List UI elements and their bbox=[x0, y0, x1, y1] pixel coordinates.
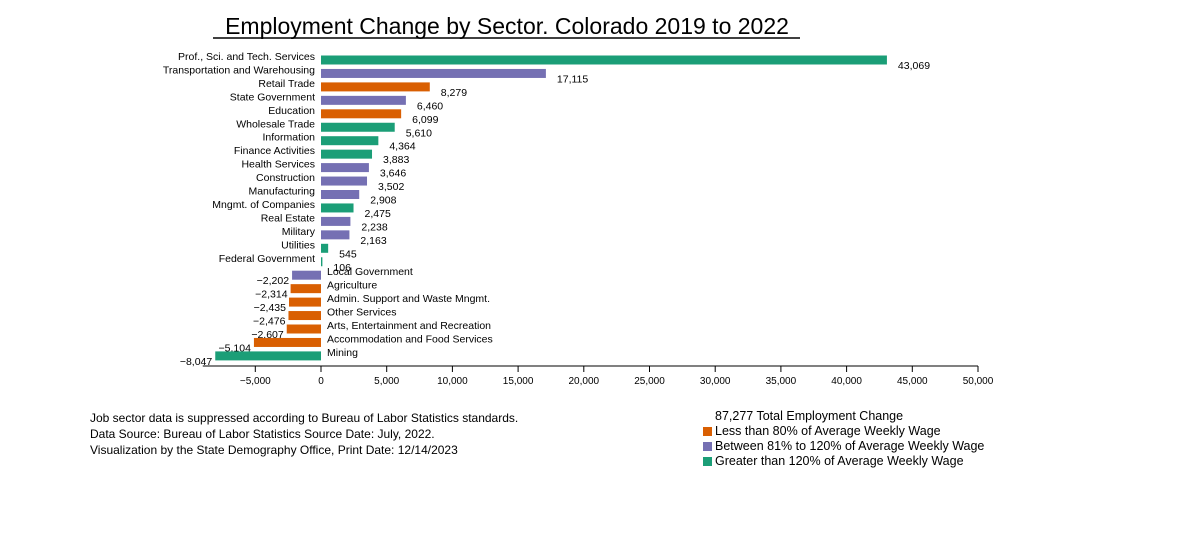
legend-label-mid: Between 81% to 120% of Average Weekly Wa… bbox=[715, 439, 985, 453]
category-label-real-estate: Real Estate bbox=[261, 212, 315, 224]
bar-other-services bbox=[288, 311, 321, 321]
value-label-manufacturing: 2,908 bbox=[370, 195, 396, 207]
legend-item-mid-wage: Between 81% to 120% of Average Weekly Wa… bbox=[703, 439, 984, 454]
legend-label-low: Less than 80% of Average Weekly Wage bbox=[715, 424, 941, 438]
value-label-transportation-and-warehousing: 17,115 bbox=[557, 73, 588, 85]
value-label-prof-sci-and-tech-services: 43,069 bbox=[898, 60, 930, 72]
category-label-prof-sci-and-tech-services: Prof., Sci. and Tech. Services bbox=[178, 51, 315, 63]
category-label-retail-trade: Retail Trade bbox=[258, 78, 315, 90]
bar-federal-government bbox=[321, 257, 323, 267]
legend-swatch-low bbox=[703, 427, 712, 436]
x-tick-label: 50,000 bbox=[963, 376, 994, 387]
bar-construction bbox=[321, 176, 368, 186]
value-label-education: 6,099 bbox=[412, 114, 438, 126]
chart-title: Employment Change by Sector. Colorado 20… bbox=[225, 13, 789, 39]
category-label-admin-support-and-waste-mngmt: Admin. Support and Waste Mngmt. bbox=[327, 293, 490, 305]
x-tick-label: 15,000 bbox=[503, 376, 534, 387]
category-label-local-government: Local Government bbox=[327, 266, 413, 278]
bar-retail-trade bbox=[321, 82, 430, 92]
value-label-information: 4,364 bbox=[389, 141, 415, 153]
value-label-admin-support-and-waste-mngmt: −2,435 bbox=[254, 302, 287, 314]
value-label-military: 2,163 bbox=[360, 235, 386, 247]
category-label-utilities: Utilities bbox=[281, 239, 315, 251]
bar-information bbox=[321, 136, 379, 146]
value-label-state-government: 6,460 bbox=[417, 100, 443, 112]
category-label-construction: Construction bbox=[256, 172, 315, 184]
bar-mngmt-of-companies bbox=[321, 203, 354, 213]
value-label-agriculture: −2,314 bbox=[255, 289, 288, 301]
value-label-federal-government: 106 bbox=[333, 262, 351, 274]
category-label-manufacturing: Manufacturing bbox=[248, 186, 315, 198]
footnotes: Job sector data is suppressed according … bbox=[90, 410, 518, 458]
value-label-utilities: 545 bbox=[339, 248, 357, 260]
value-label-local-government: −2,202 bbox=[257, 275, 290, 287]
x-tick-label: 5,000 bbox=[374, 376, 399, 387]
category-label-agriculture: Agriculture bbox=[327, 280, 377, 292]
value-label-finance-activities: 3,883 bbox=[383, 154, 409, 166]
category-label-accommodation-and-food-services: Accommodation and Food Services bbox=[327, 333, 493, 345]
value-label-health-services: 3,646 bbox=[380, 168, 406, 180]
bar-local-government bbox=[292, 270, 321, 280]
footnote-suppression: Job sector data is suppressed according … bbox=[90, 411, 519, 425]
bar-mining bbox=[215, 351, 321, 361]
category-label-state-government: State Government bbox=[230, 91, 315, 103]
legend-label-high: Greater than 120% of Average Weekly Wage bbox=[715, 454, 964, 468]
bar-military bbox=[321, 230, 350, 240]
bar-real-estate bbox=[321, 216, 351, 226]
category-label-arts-entertainment-and-recreation: Arts, Entertainment and Recreation bbox=[327, 320, 491, 332]
category-label-information: Information bbox=[262, 132, 315, 144]
value-label-wholesale-trade: 5,610 bbox=[406, 127, 432, 139]
footnote-credit: Visualization by the State Demography Of… bbox=[90, 443, 458, 457]
legend-swatch-high bbox=[703, 457, 712, 466]
legend: 87,277 Total Employment Change Less than… bbox=[703, 409, 984, 469]
legend-item-low-wage: Less than 80% of Average Weekly Wage bbox=[703, 424, 984, 439]
category-label-military: Military bbox=[282, 226, 316, 238]
x-tick-label: 10,000 bbox=[437, 376, 468, 387]
bar-health-services bbox=[321, 163, 369, 173]
bar-manufacturing bbox=[321, 190, 360, 199]
value-label-other-services: −2,476 bbox=[253, 316, 286, 328]
category-label-mining: Mining bbox=[327, 347, 358, 359]
bar-admin-support-and-waste-mngmt bbox=[289, 297, 321, 307]
x-tick-label: 20,000 bbox=[569, 376, 600, 387]
footnote-source: Data Source: Bureau of Labor Statistics … bbox=[90, 427, 435, 441]
category-label-health-services: Health Services bbox=[241, 159, 315, 171]
bars-group: Prof., Sci. and Tech. Services 43,069 Tran… bbox=[163, 51, 930, 368]
x-tick-label: 25,000 bbox=[634, 376, 665, 387]
x-tick-label: 45,000 bbox=[897, 376, 928, 387]
bar-transportation-and-warehousing bbox=[321, 68, 546, 78]
category-label-mngmt-of-companies: Mngmt. of Companies bbox=[212, 199, 315, 211]
category-label-other-services: Other Services bbox=[327, 307, 396, 319]
category-label-education: Education bbox=[268, 105, 315, 117]
value-label-retail-trade: 8,279 bbox=[441, 87, 467, 99]
category-label-transportation-and-warehousing: Transportation and Warehousing bbox=[163, 64, 315, 76]
value-label-mining: −8,047 bbox=[180, 356, 213, 368]
bar-education bbox=[321, 109, 402, 119]
bar-agriculture bbox=[290, 284, 321, 294]
bar-accommodation-and-food-services bbox=[253, 337, 321, 347]
category-label-finance-activities: Finance Activities bbox=[234, 145, 315, 157]
value-label-real-estate: 2,238 bbox=[361, 221, 387, 233]
bar-utilities bbox=[321, 243, 329, 253]
bar-wholesale-trade bbox=[321, 122, 395, 132]
bar-finance-activities bbox=[321, 149, 373, 159]
legend-swatch-mid bbox=[703, 442, 712, 451]
bar-state-government bbox=[321, 95, 406, 105]
bar-arts-entertainment-and-recreation bbox=[286, 324, 321, 334]
value-label-construction: 3,502 bbox=[378, 181, 404, 193]
x-tick-label: 0 bbox=[318, 376, 324, 387]
category-label-wholesale-trade: Wholesale Trade bbox=[236, 118, 315, 130]
x-tick-label: 35,000 bbox=[766, 376, 797, 387]
value-label-mngmt-of-companies: 2,475 bbox=[365, 208, 391, 220]
x-tick-label: 30,000 bbox=[700, 376, 731, 387]
x-tick-label: 40,000 bbox=[831, 376, 862, 387]
bar-prof-sci-and-tech-services bbox=[321, 55, 887, 65]
category-label-federal-government: Federal Government bbox=[219, 253, 315, 265]
x-tick-label: −5,000 bbox=[240, 376, 271, 387]
x-axis: −5,000 0 5,000 10,000 15,000 20,000 25,000 30,0… bbox=[202, 365, 994, 387]
legend-total: 87,277 Total Employment Change bbox=[715, 409, 904, 423]
legend-item-high-wage: Greater than 120% of Average Weekly Wage bbox=[703, 454, 984, 469]
